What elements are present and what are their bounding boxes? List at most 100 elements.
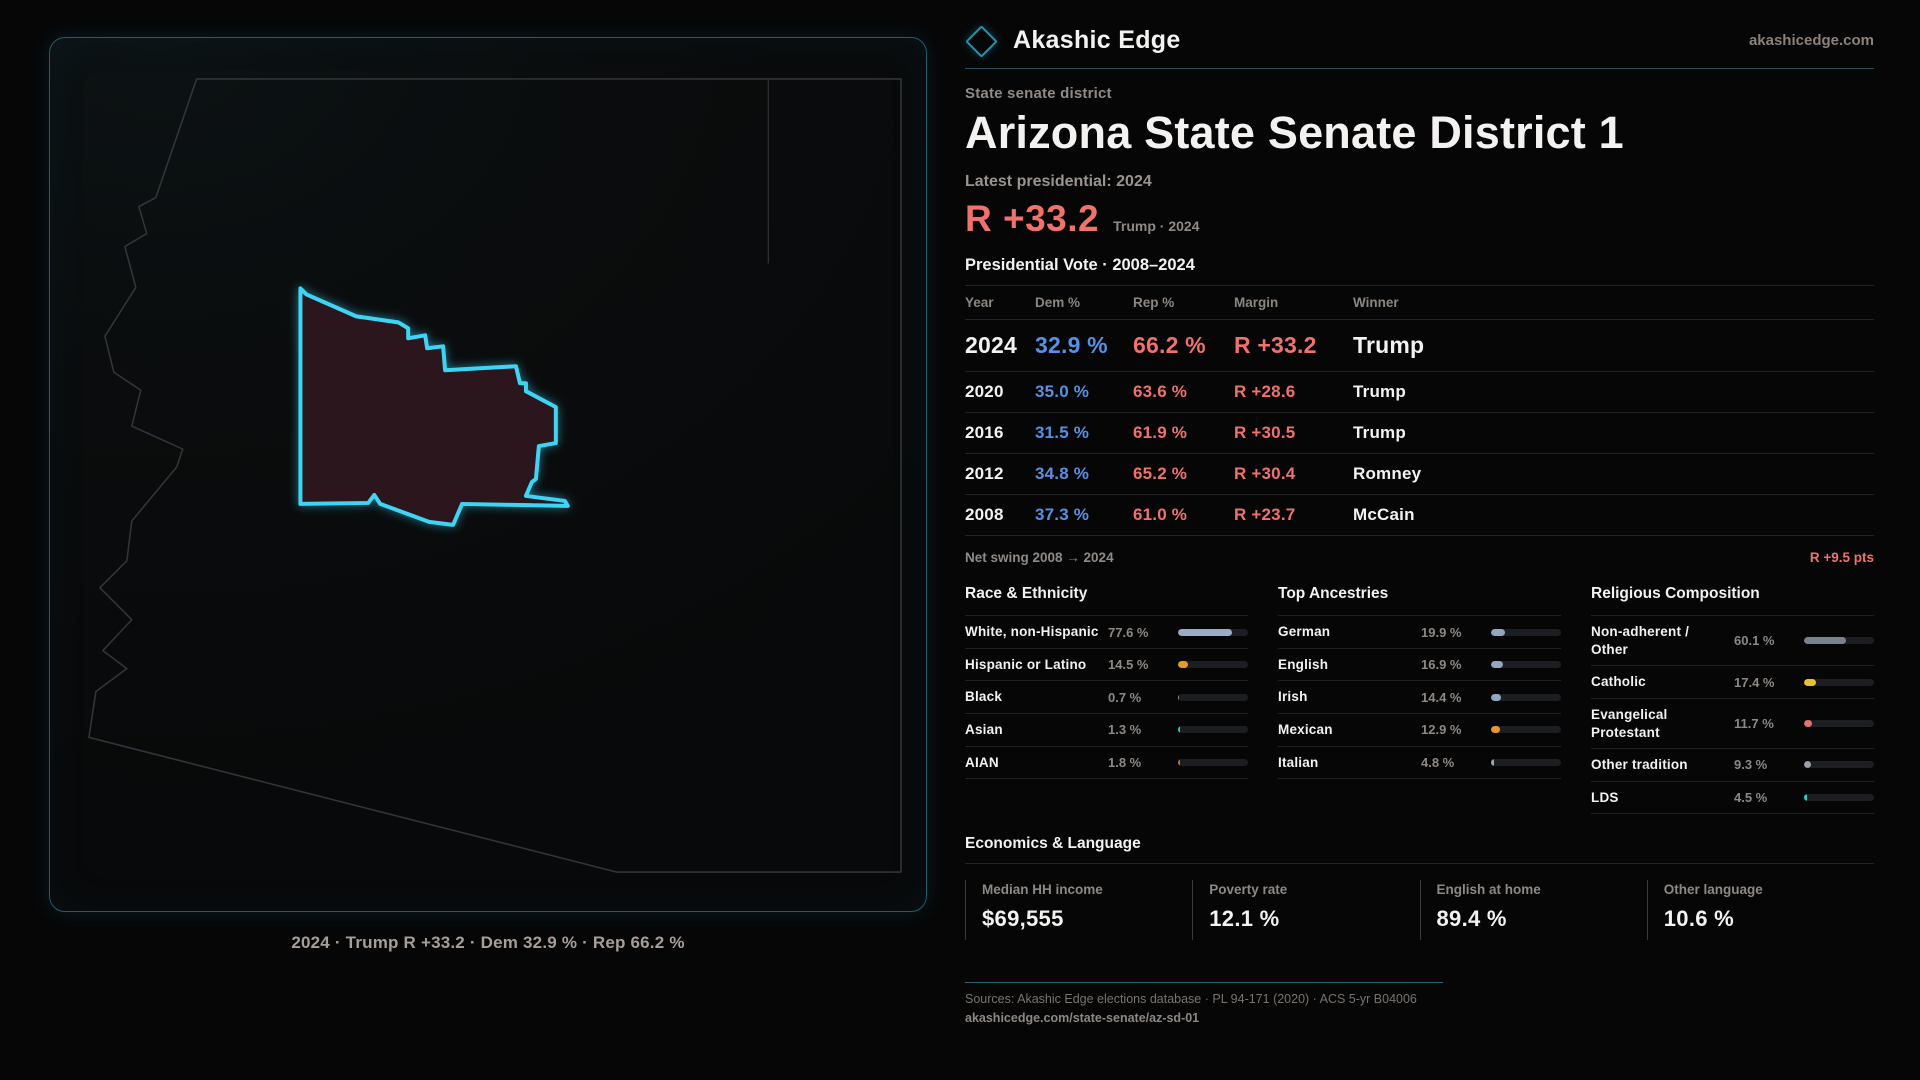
demo-row: Catholic 17.4 % — [1591, 665, 1874, 698]
demo-value: 9.3 % — [1734, 757, 1768, 773]
stat-label: Median HH income — [982, 882, 1103, 898]
demo-bar-fill — [1491, 726, 1501, 734]
brand-name: Akashic Edge — [1013, 26, 1181, 54]
stat-value: 89.4 % — [1436, 906, 1507, 932]
vote-cell-margin: R +33.2 — [1234, 332, 1317, 359]
vote-cell-rep: 61.9 % — [1133, 423, 1188, 443]
page-title: Arizona State Senate District 1 — [965, 107, 1624, 158]
net-swing-row: Net swing 2008 → 2024 R +9.5 pts — [965, 536, 1874, 565]
vote-cell-year: 2020 — [965, 382, 1004, 402]
demo-label: Mexican — [1278, 722, 1333, 738]
economics-stat: Poverty rate 12.1 % — [1192, 880, 1419, 941]
demo-value: 1.3 % — [1108, 722, 1142, 738]
vote-cell-margin: R +30.4 — [1234, 464, 1296, 484]
demo-label: English — [1278, 656, 1329, 672]
economics-stat: English at home 89.4 % — [1419, 880, 1647, 941]
demo-value: 16.9 % — [1421, 657, 1462, 673]
demo-bar-track — [1804, 761, 1874, 769]
net-swing-value: R +9.5 pts — [1809, 550, 1874, 566]
vote-cell-dem: 32.9 % — [1035, 332, 1108, 359]
header: Akashic Edge akashicedge.com — [965, 25, 1874, 69]
demo-bar-track — [1804, 678, 1874, 686]
demo-row: Black 0.7 % — [965, 680, 1248, 713]
demo-row: LDS 4.5 % — [1591, 780, 1874, 814]
demo-row: Italian 4.8 % — [1278, 745, 1561, 779]
demo-label: White, non-Hispanic — [965, 624, 1099, 640]
demo-section-title: Religious Composition — [1591, 585, 1760, 603]
demo-bar-fill — [1804, 678, 1817, 686]
vote-cell-year: 2016 — [965, 423, 1004, 443]
stat-value: 10.6 % — [1663, 906, 1735, 932]
vote-col-header: Margin — [1234, 295, 1279, 311]
map-caption: 2024 · Trump R +33.2 · Dem 32.9 % · Rep … — [291, 933, 685, 952]
top-ancestries-column: Top Ancestries German 19.9 % English 16.9 %… — [1278, 585, 1561, 780]
vote-cell-margin: R +23.7 — [1234, 505, 1296, 525]
demo-bar-fill — [1178, 726, 1180, 734]
economics-title: Economics & Language — [965, 835, 1874, 865]
demo-rows: White, non-Hispanic 77.6 % Hispanic or Lat… — [965, 615, 1248, 780]
vote-cell-dem: 35.0 % — [1035, 382, 1090, 402]
vote-cell-year: 2012 — [965, 464, 1004, 484]
demo-bar-fill — [1178, 758, 1180, 766]
kicker: State senate district — [965, 85, 1112, 102]
demo-value: 4.8 % — [1421, 754, 1455, 770]
vote-col-header: Year — [965, 295, 994, 311]
site-link[interactable]: akashicedge.com — [1748, 32, 1874, 49]
demo-row: Asian 1.3 % — [965, 713, 1248, 746]
demo-row: White, non-Hispanic 77.6 % — [965, 615, 1248, 648]
demo-bar-track — [1491, 726, 1561, 734]
demo-value: 14.4 % — [1421, 689, 1462, 705]
arizona-state-outline — [88, 78, 902, 873]
demo-value: 0.7 % — [1108, 689, 1142, 705]
vote-cell-winner: Trump — [1353, 332, 1425, 359]
vote-cell-rep: 65.2 % — [1133, 464, 1188, 484]
demo-bar-track — [1178, 628, 1248, 636]
demo-row: Other tradition 9.3 % — [1591, 748, 1874, 781]
net-swing-label: Net swing 2008 → 2024 — [965, 550, 1114, 566]
demo-bar-fill — [1804, 793, 1808, 801]
footer: Sources: Akashic Edge elections database… — [965, 982, 1443, 1027]
vote-cell-dem: 37.3 % — [1035, 505, 1090, 525]
latest-presidential-label: Latest presidential: 2024 — [965, 173, 1152, 191]
economics-section: Economics & Language Median HH income $69… — [965, 835, 1874, 941]
district-map-panel — [49, 37, 927, 912]
demo-label: Hispanic or Latino — [965, 656, 1087, 672]
demo-label: AIAN — [965, 754, 999, 770]
demo-label: Catholic — [1591, 674, 1646, 690]
demo-bar-fill — [1804, 761, 1811, 769]
vote-cell-rep: 63.6 % — [1133, 382, 1188, 402]
vote-table-rows: 2024 32.9 % 66.2 % R +33.2 Trump 2020 35.0 % 63… — [965, 320, 1874, 537]
race-ethnicity-column: Race & Ethnicity White, non-Hispanic 77.6… — [965, 585, 1248, 780]
stat-value: 12.1 % — [1209, 906, 1280, 932]
vote-cell-rep: 61.0 % — [1133, 505, 1188, 525]
vote-cell-year: 2024 — [965, 332, 1017, 359]
vote-col-header: Dem % — [1035, 295, 1081, 311]
permalink[interactable]: akashicedge.com/state-senate/az-sd-01 — [965, 1011, 1200, 1026]
vote-cell-dem: 34.8 % — [1035, 464, 1090, 484]
stat-value: $69,555 — [982, 906, 1064, 932]
vote-cell-winner: McCain — [1353, 505, 1415, 525]
vote-table-row: 2024 32.9 % 66.2 % R +33.2 Trump — [965, 320, 1874, 373]
vote-cell-year: 2008 — [965, 505, 1004, 525]
demo-label: Black — [965, 689, 1003, 705]
economics-stat: Other language 10.6 % — [1646, 880, 1874, 941]
demo-bar-track — [1491, 661, 1561, 669]
headline-margin: R +33.2 — [965, 198, 1100, 240]
vote-col-header: Rep % — [1133, 295, 1175, 311]
vote-cell-winner: Trump — [1353, 382, 1406, 402]
vote-table-header: Year Dem % Rep % Margin Winner — [965, 285, 1874, 321]
demo-row: German 19.9 % — [1278, 615, 1561, 648]
demo-bar-track — [1178, 693, 1248, 701]
demo-rows: German 19.9 % English 16.9 % Irish 14.4 % Mexi… — [1278, 615, 1561, 780]
demo-label: Non-adherent / Other — [1591, 624, 1690, 657]
demo-bar-fill — [1178, 661, 1189, 669]
vote-table-title: Presidential Vote · 2008–2024 — [965, 256, 1195, 275]
headline-margin-row: R +33.2 Trump · 2024 — [965, 198, 1874, 240]
demo-value: 14.5 % — [1108, 657, 1149, 673]
vote-cell-winner: Trump — [1353, 423, 1406, 443]
demo-bar-track — [1491, 628, 1561, 636]
demo-row: Evangelical Protestant 11.7 % — [1591, 698, 1874, 748]
demo-label: German — [1278, 624, 1331, 640]
demo-bar-fill — [1804, 637, 1847, 645]
demo-value: 60.1 % — [1734, 633, 1775, 649]
